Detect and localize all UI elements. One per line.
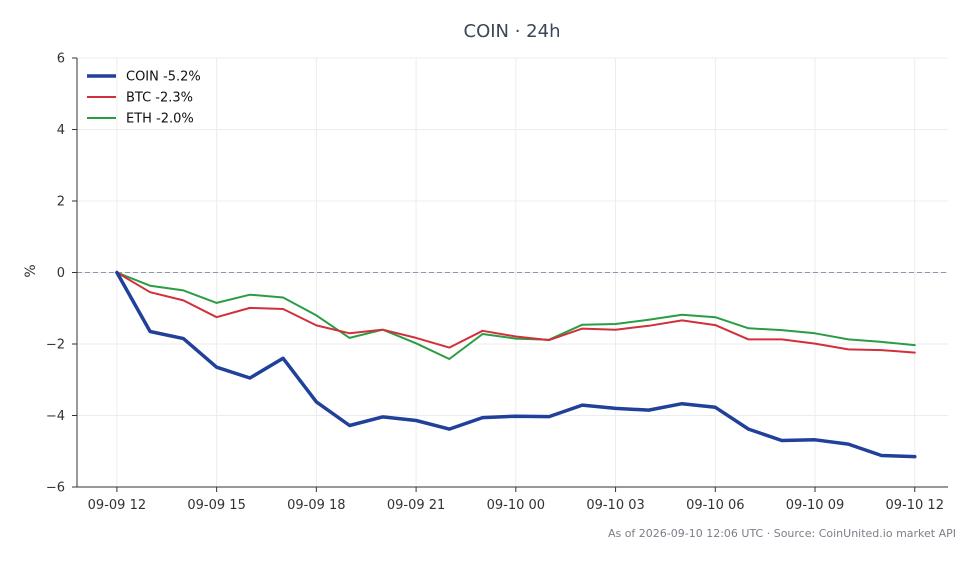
x-tick-label: 09-09 18	[287, 498, 345, 513]
y-tick-label: −4	[46, 409, 65, 424]
x-tick-label: 09-10 06	[686, 498, 744, 513]
x-tick-label: 09-09 12	[88, 498, 146, 513]
x-axis-ticks: 09-09 12 09-09 15 09-09 18 09-09 21 09-10 00…	[88, 487, 944, 513]
x-tick-label: 09-10 00	[487, 498, 545, 513]
series-line-eth	[115, 271, 916, 360]
x-tick-label: 09-10 12	[886, 498, 944, 513]
x-tick-label: 09-09 21	[387, 498, 445, 513]
series-line-btc	[115, 271, 916, 354]
legend-label-eth: ETH -2.0%	[126, 112, 194, 127]
legend-label-btc: BTC -2.3%	[126, 91, 193, 106]
y-tick-label: 6	[57, 52, 65, 67]
y-tick-label: −6	[46, 481, 65, 496]
series-line-coin	[115, 270, 917, 459]
legend-label-coin: COIN -5.2%	[126, 70, 201, 85]
y-tick-label: 4	[57, 123, 65, 138]
y-tick-label: −2	[46, 338, 65, 353]
y-axis-ticks: −6 −4 −2 0 2 4 6	[46, 52, 77, 496]
x-tick-label: 09-10 09	[786, 498, 844, 513]
source-footer: As of 2026-09-10 12:06 UTC · Source: Coi…	[608, 527, 956, 540]
y-axis-label: %	[23, 264, 39, 277]
y-tick-label: 2	[57, 195, 65, 210]
series-group	[115, 270, 917, 459]
chart-title: COIN · 24h	[464, 21, 561, 42]
y-tick-label: 0	[57, 266, 65, 281]
legend: COIN -5.2% BTC -2.3% ETH -2.0%	[87, 70, 201, 127]
x-tick-label: 09-10 03	[586, 498, 644, 513]
x-tick-label: 09-09 15	[187, 498, 245, 513]
